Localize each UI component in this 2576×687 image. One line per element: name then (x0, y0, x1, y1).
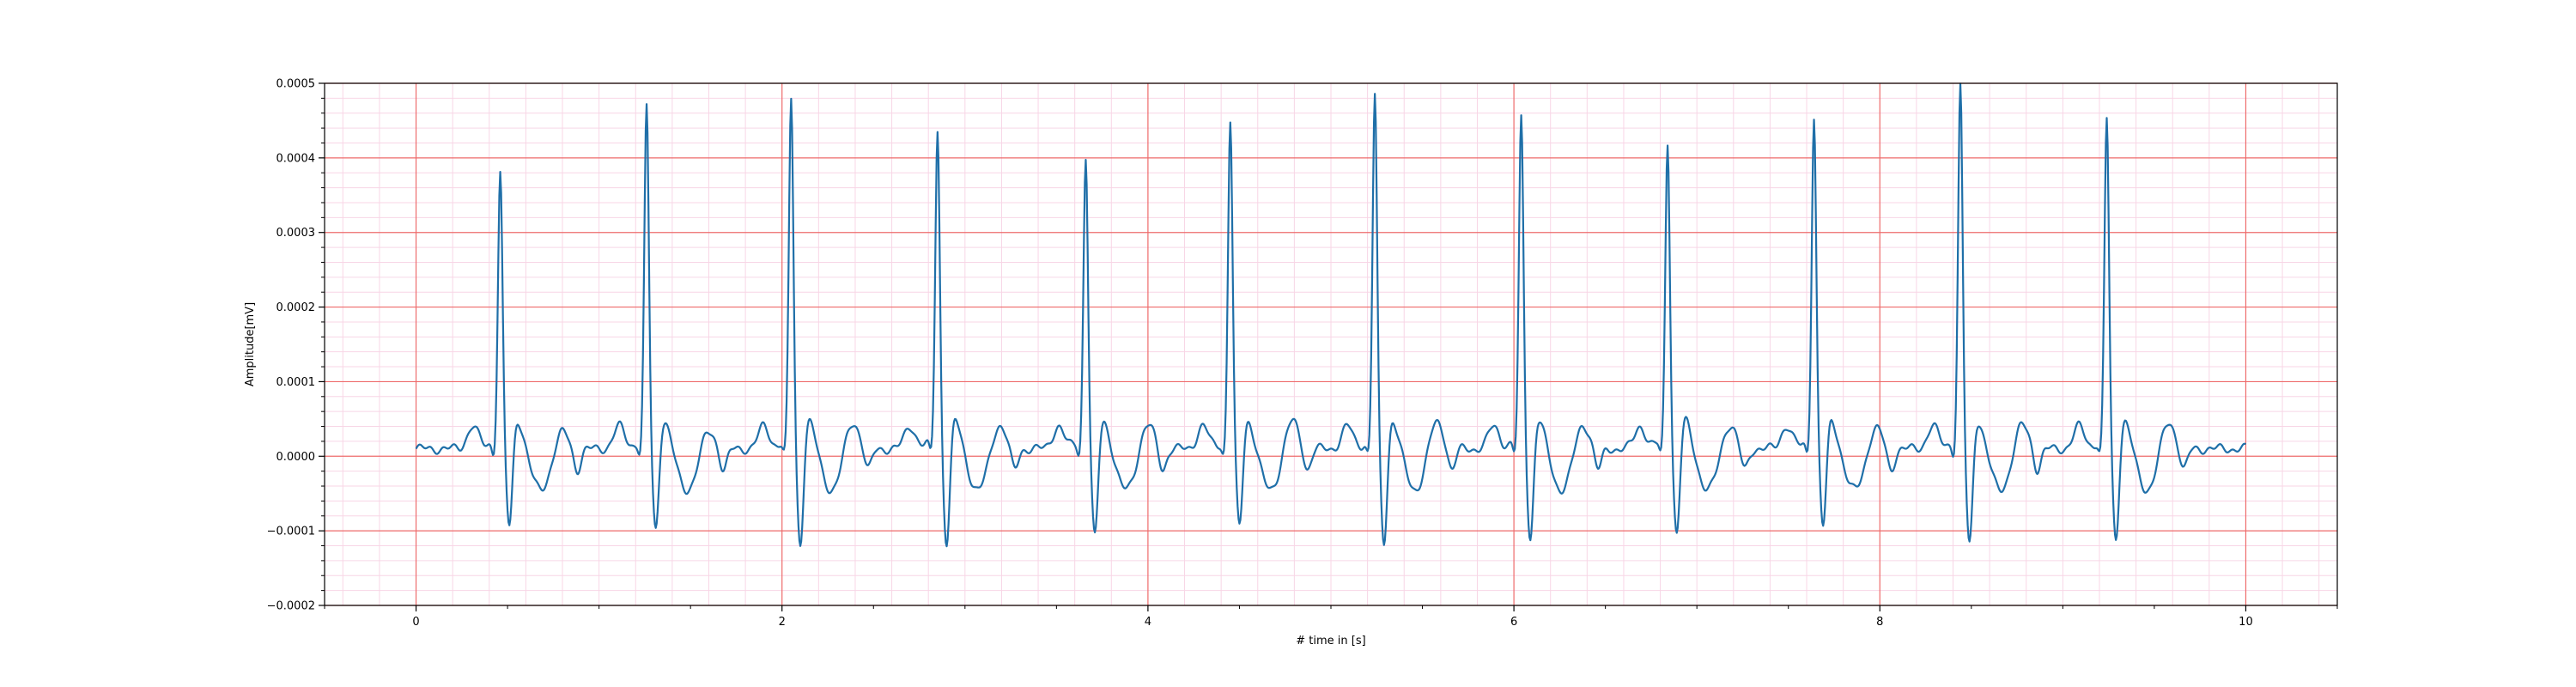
y-axis-title: Amplitude[mV] (244, 302, 257, 386)
y-tick-label: 0.0001 (276, 376, 316, 389)
x-tick-label: 6 (1510, 616, 1517, 629)
y-tick-label: −0.0001 (267, 526, 315, 538)
x-tick-label: 4 (1145, 616, 1151, 629)
y-tick-label: 0.0002 (276, 301, 316, 314)
x-tick-label: 0 (412, 616, 419, 629)
x-tick-label: 8 (1876, 616, 1883, 629)
y-tick-label: 0.0000 (276, 451, 316, 464)
y-tick-label: −0.0002 (267, 600, 315, 613)
x-axis-ticks: 0 2 4 6 8 10 (324, 605, 2338, 629)
minor-grid (325, 83, 2337, 605)
y-tick-label: 0.0003 (276, 227, 316, 240)
y-tick-label: 0.0005 (276, 78, 316, 91)
x-tick-label: 2 (779, 616, 786, 629)
x-tick-label: 10 (2239, 616, 2253, 629)
x-axis-title: # time in [s] (1296, 635, 1365, 647)
y-axis-ticks: −0.0002 −0.0001 0.0000 0.0001 0.0002 0.0003 0.… (267, 78, 325, 613)
ecg-series-line (415, 82, 2247, 548)
y-tick-label: 0.0004 (276, 152, 316, 165)
